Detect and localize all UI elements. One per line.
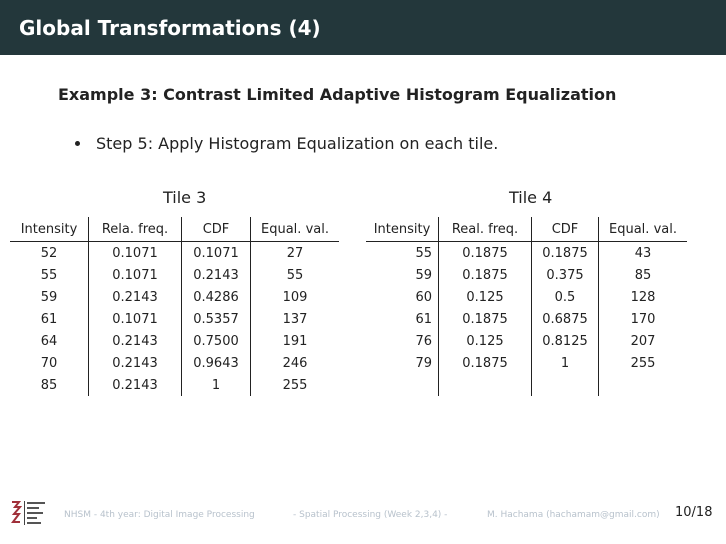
table-cell: 0.1071 [88,308,182,330]
table-cell: 52 [10,241,89,264]
page-number: 10/18 [675,505,713,520]
table-cell: 0.1875 [438,308,532,330]
table-cell: 0.2143 [181,264,251,286]
column-header: Real. freq. [438,217,532,242]
table-cell: 27 [286,245,304,261]
table-cell [531,374,599,396]
example-title: Example 3: Contrast Limited Adaptive His… [58,85,617,104]
table-cell: 0.2143 [88,374,182,396]
table-row: 61 0.1875 0.6875 170 [366,308,687,330]
table-row: 59 0.1875 0.375 85 [366,264,687,286]
table-cell: 0.7500 [181,330,251,352]
table-cell: 85 [10,374,89,396]
table-cell: 0.1071 [181,241,251,264]
tile3-table: Intensity Rela. freq. CDF Equal. val. 52… [10,217,339,396]
table-cell: 43 [634,245,652,261]
table-cell: 70 [10,352,89,374]
column-header: CDF [531,217,599,242]
table-cell: 0.1071 [88,264,182,286]
table-cell: 0.5 [531,286,599,308]
table-row: 55 0.1875 0.1875 43 [366,241,687,264]
table-cell: 79 [366,352,439,374]
table-cell: 109 [282,289,308,305]
table-cell: 170 [630,311,656,327]
table-cell: 1 [531,352,599,374]
table-row: 85 0.2143 1 255 [10,374,339,396]
tile3-title: Tile 3 [163,188,207,207]
table-cell: 255 [282,377,308,393]
table-header-row: Intensity Rela. freq. CDF Equal. val. [10,217,339,242]
table-cell: 59 [366,264,439,286]
footer: NHSM - 4th year: Digital Image Processin… [0,508,726,528]
column-header: Equal. val. [250,217,339,242]
table-cell: 0.1071 [88,241,182,264]
table-cell: 0.5357 [181,308,251,330]
table-cell [366,374,439,396]
table-cell: 85 [634,267,652,283]
table-cell: 76 [366,330,439,352]
slide-title: Global Transformations (4) [19,15,321,40]
table-cell: 0.1875 [438,352,532,374]
table-row: 60 0.125 0.5 128 [366,286,687,308]
table-cell: 0.1875 [438,264,532,286]
table-cell: 191 [282,333,308,349]
table-cell: 55 [366,241,439,264]
table-cell: 0.4286 [181,286,251,308]
table-row: 70 0.2143 0.9643 246 [10,352,339,374]
table-cell: 0.375 [531,264,599,286]
bullet-dot-icon [75,141,80,146]
footer-author: M. Hachama (hachamam@gmail.com) [487,510,660,520]
table-cell: 61 [366,308,439,330]
table-cell: 59 [10,286,89,308]
table-cell: 0.2143 [88,330,182,352]
column-header: Equal. val. [598,217,687,242]
table-row: 79 0.1875 1 255 [366,352,687,374]
table-cell: 55 [10,264,89,286]
table-row: 64 0.2143 0.7500 191 [10,330,339,352]
table-cell: 207 [630,333,656,349]
nhsm-logo-icon [10,498,45,528]
table-cell: 60 [366,286,439,308]
table-cell: 246 [282,355,308,371]
table-cell: 0.1875 [531,241,599,264]
footer-section: - Spatial Processing (Week 2,3,4) - [293,510,448,520]
table-row: 52 0.1071 0.1071 27 [10,241,339,264]
table-cell: 128 [630,289,656,305]
bullet-item: Step 5: Apply Histogram Equalization on … [75,134,498,153]
bullet-text: Step 5: Apply Histogram Equalization on … [96,134,499,153]
slide-title-bar: Global Transformations (4) [0,0,726,55]
table-cell: 0.2143 [88,286,182,308]
column-header: Intensity [10,217,89,242]
table-row: 59 0.2143 0.4286 109 [10,286,339,308]
table-cell: 0.6875 [531,308,599,330]
table-cell [438,374,532,396]
column-header: Rela. freq. [88,217,182,242]
tile4-table: Intensity Real. freq. CDF Equal. val. 55… [366,217,687,396]
table-cell [599,374,688,396]
footer-course: NHSM - 4th year: Digital Image Processin… [64,510,255,520]
table-row: 61 0.1071 0.5357 137 [10,308,339,330]
column-header: Intensity [366,217,439,242]
table-cell: 0.125 [438,286,532,308]
table-cell: 0.1875 [438,241,532,264]
table-cell: 137 [282,311,308,327]
table-row: 55 0.1071 0.2143 55 [10,264,339,286]
table-cell: 0.2143 [88,352,182,374]
table-cell: 1 [181,374,251,396]
column-header: CDF [181,217,251,242]
tile4-title: Tile 4 [509,188,553,207]
table-cell: 0.9643 [181,352,251,374]
table-cell: 0.8125 [531,330,599,352]
table-header-row: Intensity Real. freq. CDF Equal. val. [366,217,687,242]
table-cell: 61 [10,308,89,330]
table-row [366,374,687,396]
table-cell: 0.125 [438,330,532,352]
table-row: 76 0.125 0.8125 207 [366,330,687,352]
table-cell: 55 [286,267,304,283]
table-cell: 255 [630,355,656,371]
table-cell: 64 [10,330,89,352]
